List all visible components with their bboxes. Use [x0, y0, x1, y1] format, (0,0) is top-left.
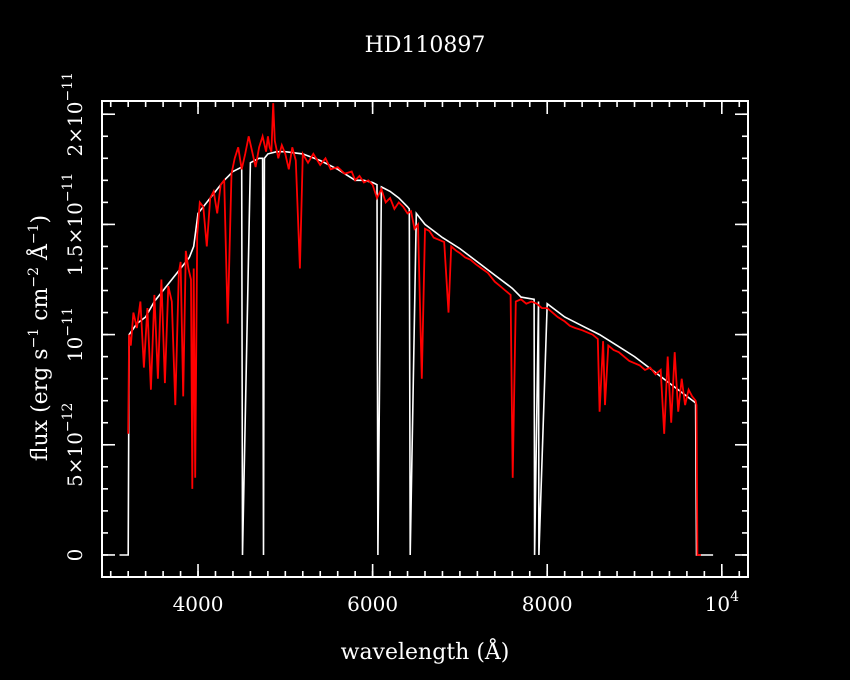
y-axis-label: flux (erg s−1 cm−2 Å−1)	[25, 215, 53, 461]
y-tick-label: 5×10−12	[60, 403, 87, 487]
x-axis-label: wavelength (Å)	[341, 637, 510, 665]
plot-frame	[101, 100, 749, 578]
y-tick-label: 10−11	[60, 307, 87, 362]
y-tick-label: 1.5×10−11	[60, 173, 87, 277]
minor-ticks	[102, 101, 748, 578]
y-tick-label: 0	[63, 549, 87, 562]
chart-title: HD110897	[365, 33, 486, 58]
y-tick-labels: 0 5×10−12 10−11 1.5×10−11 2×10−11	[60, 72, 87, 561]
x-tick-label: 104	[705, 589, 739, 616]
y-tick-label: 2×10−11	[60, 72, 87, 156]
series-red-spectrum	[127, 103, 701, 556]
x-tick-label: 6000	[347, 592, 398, 616]
series-white-spectrum	[119, 150, 714, 556]
x-tick-label: 8000	[522, 592, 573, 616]
x-tick-marks	[197, 101, 723, 577]
x-tick-labels: 4000 6000 8000 104	[173, 589, 740, 616]
x-tick-label: 4000	[173, 592, 224, 616]
y-tick-marks	[102, 113, 748, 556]
